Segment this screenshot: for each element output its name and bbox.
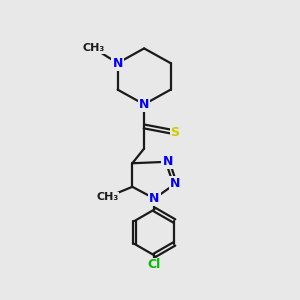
Text: N: N — [170, 177, 180, 190]
Text: N: N — [149, 192, 160, 205]
Text: Cl: Cl — [148, 258, 161, 271]
Text: CH₃: CH₃ — [96, 192, 118, 202]
Text: N: N — [163, 155, 173, 168]
Text: N: N — [112, 57, 123, 70]
Text: N: N — [139, 98, 149, 111]
Text: CH₃: CH₃ — [83, 44, 105, 53]
Text: S: S — [170, 126, 179, 139]
